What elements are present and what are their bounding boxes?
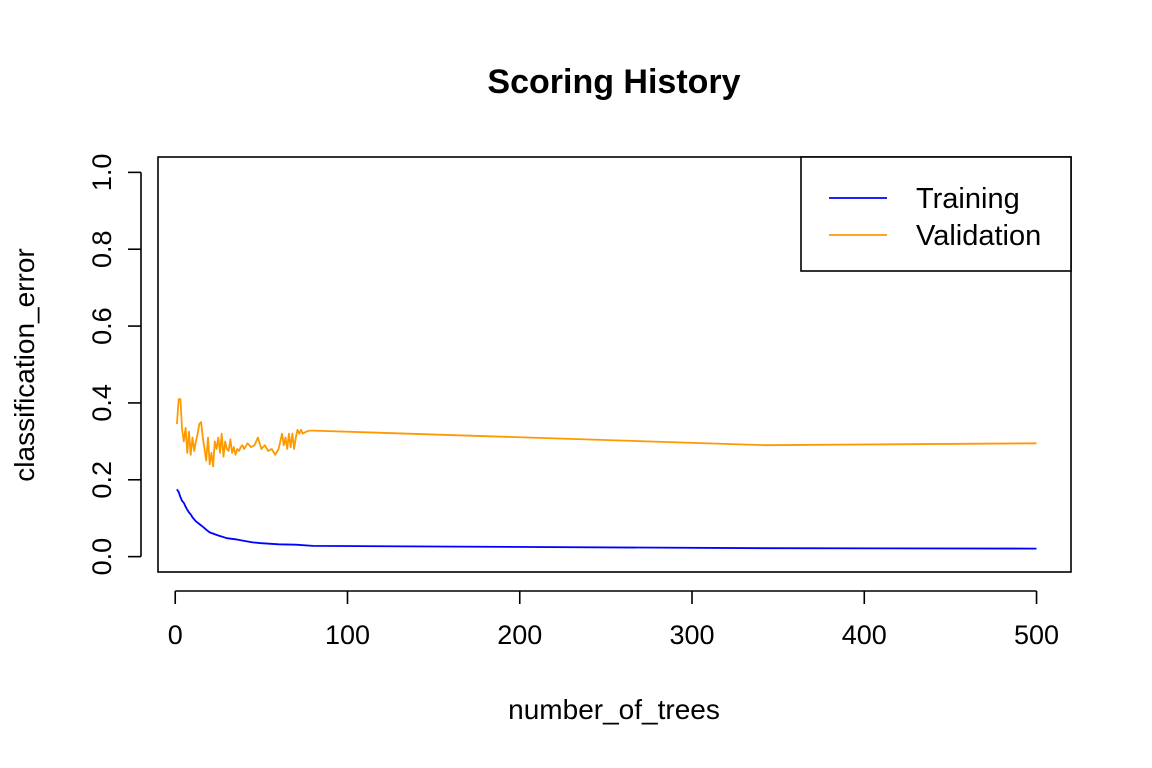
x-tick-label: 0 — [168, 620, 183, 650]
y-tick-label: 0.6 — [87, 307, 117, 345]
x-axis: 0 100 200 300 400 500 — [168, 590, 1059, 650]
x-tick-label: 400 — [842, 620, 887, 650]
plot-frame — [157, 156, 1072, 573]
y-axis: 0.0 0.2 0.4 0.6 0.8 1.0 — [87, 154, 142, 576]
series-line-validation — [176, 398, 1037, 468]
legend-label-training: Training — [916, 183, 1020, 215]
legend-label-validation: Validation — [916, 220, 1041, 252]
series-line-training — [176, 488, 1037, 550]
series-layer — [176, 398, 1037, 550]
y-tick-label: 0.4 — [87, 384, 117, 422]
chart-title: Scoring History — [487, 63, 740, 101]
x-tick-label: 500 — [1014, 620, 1059, 650]
y-axis-label: classification_error — [9, 248, 40, 481]
y-tick-label: 0.0 — [87, 538, 117, 576]
y-tick-label: 0.2 — [87, 461, 117, 499]
x-axis-label: number_of_trees — [508, 694, 720, 725]
x-tick-label: 100 — [325, 620, 370, 650]
y-tick-label: 1.0 — [87, 154, 117, 192]
legend-box — [800, 156, 1072, 272]
x-tick-label: 300 — [669, 620, 714, 650]
legend: Training Validation — [800, 156, 1072, 272]
y-tick-label: 0.8 — [87, 230, 117, 268]
x-tick-label: 200 — [497, 620, 542, 650]
